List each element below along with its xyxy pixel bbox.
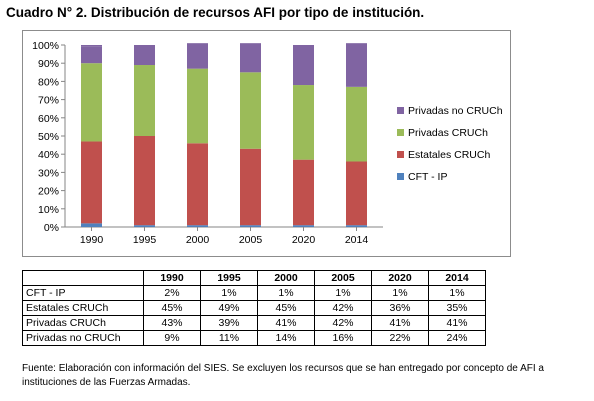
- table-header-cell: 1990: [143, 270, 201, 286]
- stacked-bar-chart: 0% 10% 20% 30% 40% 50% 60% 70% 80% 90% 100% 1990 199…: [32, 40, 503, 246]
- table-cell: 1%: [314, 285, 372, 301]
- bar-segment: [293, 225, 314, 227]
- table-header-cell: 2000: [257, 270, 315, 286]
- bar-segment: [293, 159, 314, 226]
- bar-segment: [293, 45, 314, 86]
- table-cell: 36%: [371, 300, 429, 316]
- bar-segment: [81, 63, 102, 142]
- table-cell: 1%: [200, 285, 258, 301]
- table-cell: 2%: [143, 285, 201, 301]
- x-tick-label: 1995: [133, 234, 157, 246]
- y-tick-label: 80%: [38, 76, 59, 88]
- table-row-label: Privadas CRUCh: [22, 315, 144, 331]
- bar-segment: [134, 136, 155, 226]
- bar-segment: [240, 225, 261, 227]
- legend-swatch: [397, 107, 404, 114]
- table-row-label: Estatales CRUCh: [22, 300, 144, 316]
- bar-segment: [346, 43, 367, 87]
- table-cell: 45%: [143, 300, 201, 316]
- x-tick-label: 2014: [345, 234, 369, 246]
- table-cell: 1%: [428, 285, 486, 301]
- bar-segment: [346, 161, 367, 226]
- bar-segment: [81, 223, 102, 227]
- y-tick-label: 20%: [38, 186, 59, 198]
- bar-segment: [81, 45, 102, 47]
- y-tick-label: 30%: [38, 167, 59, 179]
- legend-label: Privadas no CRUCh: [408, 105, 503, 117]
- y-tick-label: 70%: [38, 95, 59, 107]
- legend-swatch: [397, 173, 404, 180]
- table-cell: 24%: [428, 330, 486, 346]
- y-tick-label: 50%: [38, 131, 59, 143]
- bar-segment: [293, 85, 314, 160]
- bar-segment: [187, 143, 208, 226]
- table-row: Privadas CRUCh 43% 39% 41% 42% 41% 41%: [22, 315, 486, 331]
- table-row: Estatales CRUCh 45% 49% 45% 42% 36% 35%: [22, 300, 486, 316]
- x-tick-label: 2000: [186, 234, 210, 246]
- bar-segment: [81, 46, 102, 64]
- bar-segment: [187, 225, 208, 227]
- bar-segment: [134, 225, 155, 227]
- y-tick-label: 60%: [38, 113, 59, 125]
- table-cell: 22%: [371, 330, 429, 346]
- table-cell: 42%: [314, 315, 372, 331]
- y-tick-label: 0%: [44, 222, 59, 234]
- table-header-cell: 1995: [200, 270, 258, 286]
- y-tick-label: 10%: [38, 204, 59, 216]
- table-cell: 11%: [200, 330, 258, 346]
- table-cell: 42%: [314, 300, 372, 316]
- x-tick-label: 2020: [292, 234, 316, 246]
- table-cell: 41%: [428, 315, 486, 331]
- table-cell: 16%: [314, 330, 372, 346]
- table-row: CFT - IP 2% 1% 1% 1% 1% 1%: [22, 285, 486, 301]
- table-row-label: CFT - IP: [22, 285, 144, 301]
- y-tick-label: 90%: [38, 58, 59, 70]
- bar-segment: [134, 45, 155, 66]
- bar-segment: [346, 86, 367, 162]
- legend-swatch: [397, 151, 404, 158]
- bar-segment: [240, 43, 261, 73]
- source-note: Fuente: Elaboración con información del …: [22, 363, 544, 388]
- table-cell: 41%: [257, 315, 315, 331]
- table-row: Privadas no CRUCh 9% 11% 14% 16% 22% 24%: [22, 330, 486, 346]
- table-header-cell: [22, 270, 144, 286]
- table-cell: 41%: [371, 315, 429, 331]
- table-cell: 1%: [371, 285, 429, 301]
- table-cell: 43%: [143, 315, 201, 331]
- bar-segment: [240, 72, 261, 149]
- legend-swatch: [397, 129, 404, 136]
- chart-frame: 0% 10% 20% 30% 40% 50% 60% 70% 80% 90% 100% 1990 199…: [22, 30, 511, 257]
- table-header-cell: 2005: [314, 270, 372, 286]
- y-tick-label: 40%: [38, 149, 59, 161]
- x-tick-label: 2005: [239, 234, 263, 246]
- bar-segment: [187, 43, 208, 69]
- data-table: 1990 1995 2000 2005 2020 2014 CFT - IP 2…: [22, 270, 486, 346]
- x-tick-label: 1990: [80, 234, 104, 246]
- legend-label: CFT - IP: [408, 171, 447, 183]
- table-cell: 49%: [200, 300, 258, 316]
- table-header-cell: 2020: [371, 270, 429, 286]
- table-header-cell: 2014: [428, 270, 486, 286]
- table-cell: 1%: [257, 285, 315, 301]
- chart-title: Cuadro N° 2. Distribución de recursos AF…: [6, 5, 425, 20]
- bar-segment: [81, 141, 102, 224]
- legend-label: Privadas CRUCh: [408, 127, 488, 139]
- bar-segment: [240, 148, 261, 226]
- table-cell: 9%: [143, 330, 201, 346]
- legend-label: Estatales CRUCh: [408, 149, 490, 161]
- table-row-label: Privadas no CRUCh: [22, 330, 144, 346]
- y-tick-label: 100%: [32, 40, 59, 52]
- bar-segment: [134, 65, 155, 136]
- table-cell: 14%: [257, 330, 315, 346]
- bar-segment: [346, 225, 367, 227]
- table-cell: 45%: [257, 300, 315, 316]
- table-cell: 35%: [428, 300, 486, 316]
- table-header-row: 1990 1995 2000 2005 2020 2014: [22, 270, 486, 286]
- table-cell: 39%: [200, 315, 258, 331]
- bar-segment: [187, 68, 208, 144]
